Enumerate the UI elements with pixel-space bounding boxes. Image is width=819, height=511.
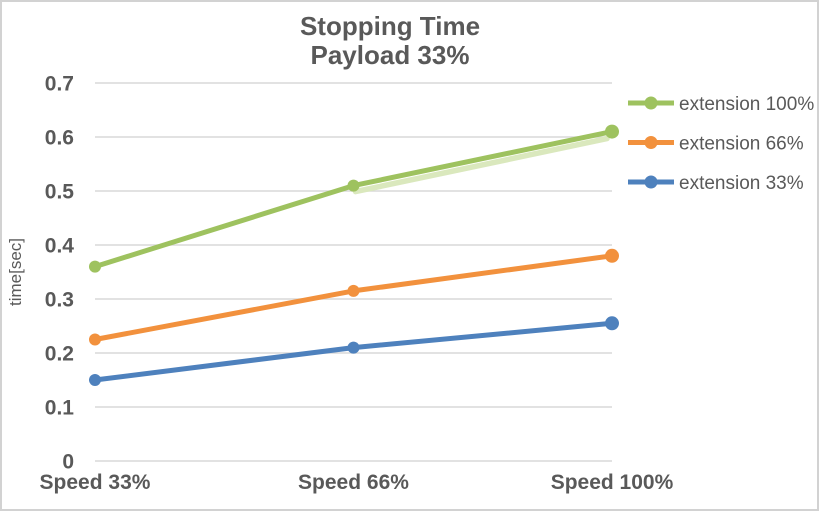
data-point-marker[interactable] xyxy=(89,374,101,386)
y-tick-label: 0.3 xyxy=(45,289,74,312)
legend-item-label: extension 100% xyxy=(679,94,814,115)
chart-title-line1: Stopping Time xyxy=(300,11,480,41)
series-line[interactable] xyxy=(92,253,615,342)
data-point-marker[interactable] xyxy=(347,341,360,354)
legend-marker-icon xyxy=(644,96,658,110)
legend-item-label: extension 33% xyxy=(679,173,804,194)
series-group xyxy=(89,124,619,386)
series-shadow-line xyxy=(352,135,610,195)
x-category-label: Speed 66% xyxy=(298,471,409,494)
legend: extension 100% extension 66% extension 33% xyxy=(628,94,814,194)
legend-item[interactable]: extension 66% xyxy=(628,134,804,155)
chart-title-line2: Payload 33% xyxy=(311,40,470,70)
data-point-marker[interactable] xyxy=(605,124,619,139)
y-tick-label: 0.7 xyxy=(45,73,74,96)
data-point-marker[interactable] xyxy=(347,284,360,297)
legend-item[interactable]: extension 100% xyxy=(628,94,814,115)
y-tick-label: 0 xyxy=(62,451,74,474)
y-tick-label: 0.5 xyxy=(45,181,75,204)
y-axis-tick-labels: 0 0.1 0.2 0.3 0.4 0.5 0.6 0.7 xyxy=(45,73,75,474)
data-point-marker[interactable] xyxy=(89,260,101,273)
gridlines xyxy=(95,82,612,462)
legend-item-label: extension 66% xyxy=(679,134,804,155)
data-point-marker[interactable] xyxy=(89,333,101,346)
y-tick-label: 0.4 xyxy=(45,235,75,258)
data-point-marker[interactable] xyxy=(605,248,619,263)
y-tick-label: 0.6 xyxy=(45,127,74,150)
y-tick-label: 0.2 xyxy=(45,343,74,366)
data-point-marker[interactable] xyxy=(605,316,619,331)
y-tick-label: 0.1 xyxy=(45,397,75,420)
y-axis-title: time[sec] xyxy=(6,238,25,306)
x-category-label: Speed 100% xyxy=(551,471,674,494)
legend-marker-icon xyxy=(644,136,658,149)
data-point-marker[interactable] xyxy=(347,179,360,192)
legend-item[interactable]: extension 33% xyxy=(628,173,804,194)
x-axis-category-labels: Speed 33% Speed 66% Speed 100% xyxy=(40,471,674,494)
x-category-label: Speed 33% xyxy=(40,471,151,494)
legend-marker-icon xyxy=(644,175,658,189)
